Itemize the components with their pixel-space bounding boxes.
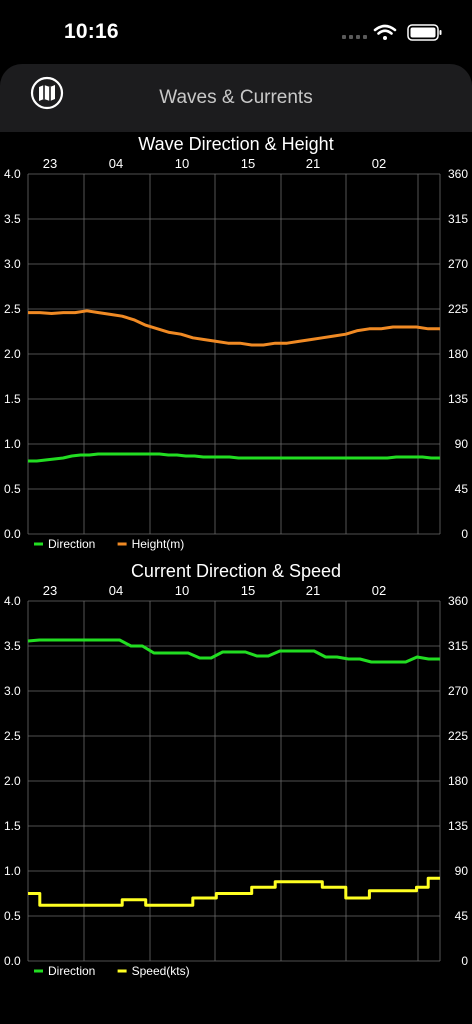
chart0-legend-label: Direction <box>48 537 95 551</box>
chart0-y-left-tick: 4.0 <box>4 167 21 181</box>
chart1-x-tick: 21 <box>306 583 320 598</box>
chart1-y-left-tick: 2.0 <box>4 774 21 788</box>
wifi-icon <box>373 24 397 40</box>
chart0-series-direction-line <box>28 452 440 463</box>
chart1-y-left-tick: 2.5 <box>4 729 21 743</box>
chart1-y-right-tick: 225 <box>448 729 468 743</box>
chart1-x-tick: 04 <box>109 583 123 598</box>
chart0-y-right-tick: 225 <box>448 302 468 316</box>
chart0-y-right-tick: 315 <box>448 212 468 226</box>
chart1-y-left-tick: 4.0 <box>4 594 21 608</box>
chart0-y-right-tick: 270 <box>448 257 468 271</box>
chart1-y-right-tick: 135 <box>448 819 468 833</box>
chart1-x-tick: 02 <box>372 583 386 598</box>
chart0-y-left-tick: 0.5 <box>4 482 21 496</box>
chart1-y-right-tick: 90 <box>455 864 469 878</box>
chart0-y-left-tick: 3.0 <box>4 257 21 271</box>
chart1-y-right-tick: 0 <box>461 954 468 968</box>
chart1-y-right-tick: 315 <box>448 639 468 653</box>
chart0-y-left-tick: 3.5 <box>4 212 21 226</box>
current-chart-svg: Current Direction & Speed 0.0 0 0.5 45 1.0 90 1… <box>4 561 469 978</box>
chart0-y-left-tick: 0.0 <box>4 527 21 541</box>
chart0-x-tick: 23 <box>43 156 57 171</box>
chart0-y-left-tick: 1.0 <box>4 437 21 451</box>
chart0-y-right-tick: 90 <box>455 437 469 451</box>
chart1-y-right-tick: 360 <box>448 594 468 608</box>
chart1-y-right-tick: 270 <box>448 684 468 698</box>
chart1-y-right-tick: 45 <box>455 909 469 923</box>
chart0-x-tick: 04 <box>109 156 123 171</box>
chart1-x-tick: 10 <box>175 583 189 598</box>
chart1-title: Current Direction & Speed <box>131 561 341 581</box>
map-button[interactable] <box>30 76 64 110</box>
nav-bar: Waves & Currents <box>0 64 472 132</box>
chart1-legend-label: Speed(kts) <box>132 964 190 978</box>
chart0-y-right-tick: 180 <box>448 347 468 361</box>
chart1-y-right-tick: 180 <box>448 774 468 788</box>
status-time: 10:16 <box>64 20 119 43</box>
chart0-y-right-tick: 0 <box>461 527 468 541</box>
chart1-y-left-tick: 1.5 <box>4 819 21 833</box>
map-icon <box>30 76 64 110</box>
chart1-x-tick: 23 <box>43 583 57 598</box>
cellular-signal-icon <box>342 35 367 39</box>
chart0-y-left-tick: 2.5 <box>4 302 21 316</box>
status-bar: 10:16 <box>0 0 472 62</box>
chart1-x-tick: 15 <box>241 583 255 598</box>
chart1-y-left-tick: 3.0 <box>4 684 21 698</box>
wave-chart: Wave Direction & Height 0.0 0 0.5 45 1.0 90 1.5… <box>0 130 472 555</box>
chart0-y-left-tick: 2.0 <box>4 347 21 361</box>
chart1-y-left-tick: 3.5 <box>4 639 21 653</box>
chart0-y-right-tick: 360 <box>448 167 468 181</box>
nav-title: Waves & Currents <box>159 87 313 108</box>
chart1-y-left-tick: 0.0 <box>4 954 21 968</box>
chart0-legend-label: Height(m) <box>132 537 185 551</box>
chart0-x-tick: 21 <box>306 156 320 171</box>
chart0-x-tick: 10 <box>175 156 189 171</box>
chart0-y-left-tick: 1.5 <box>4 392 21 406</box>
wave-chart-svg: Wave Direction & Height 0.0 0 0.5 45 1.0 90 1.5… <box>4 134 469 551</box>
current-chart: Current Direction & Speed 0.0 0 0.5 45 1.0 90 1… <box>0 557 472 982</box>
chart1-series-direction-line <box>27 638 440 664</box>
chart0-y-right-tick: 135 <box>448 392 468 406</box>
battery-icon <box>407 24 442 41</box>
chart1-y-left-tick: 1.0 <box>4 864 21 878</box>
chart1-legend-label: Direction <box>48 964 95 978</box>
chart0-x-tick: 02 <box>372 156 386 171</box>
chart0-title: Wave Direction & Height <box>138 134 333 154</box>
chart1-y-left-tick: 0.5 <box>4 909 21 923</box>
chart0-y-right-tick: 45 <box>455 482 469 496</box>
status-icons <box>304 22 444 44</box>
chart0-series-height-m-line <box>28 309 440 347</box>
chart0-x-tick: 15 <box>241 156 255 171</box>
chart1-series-speed-kts-line <box>28 876 440 907</box>
